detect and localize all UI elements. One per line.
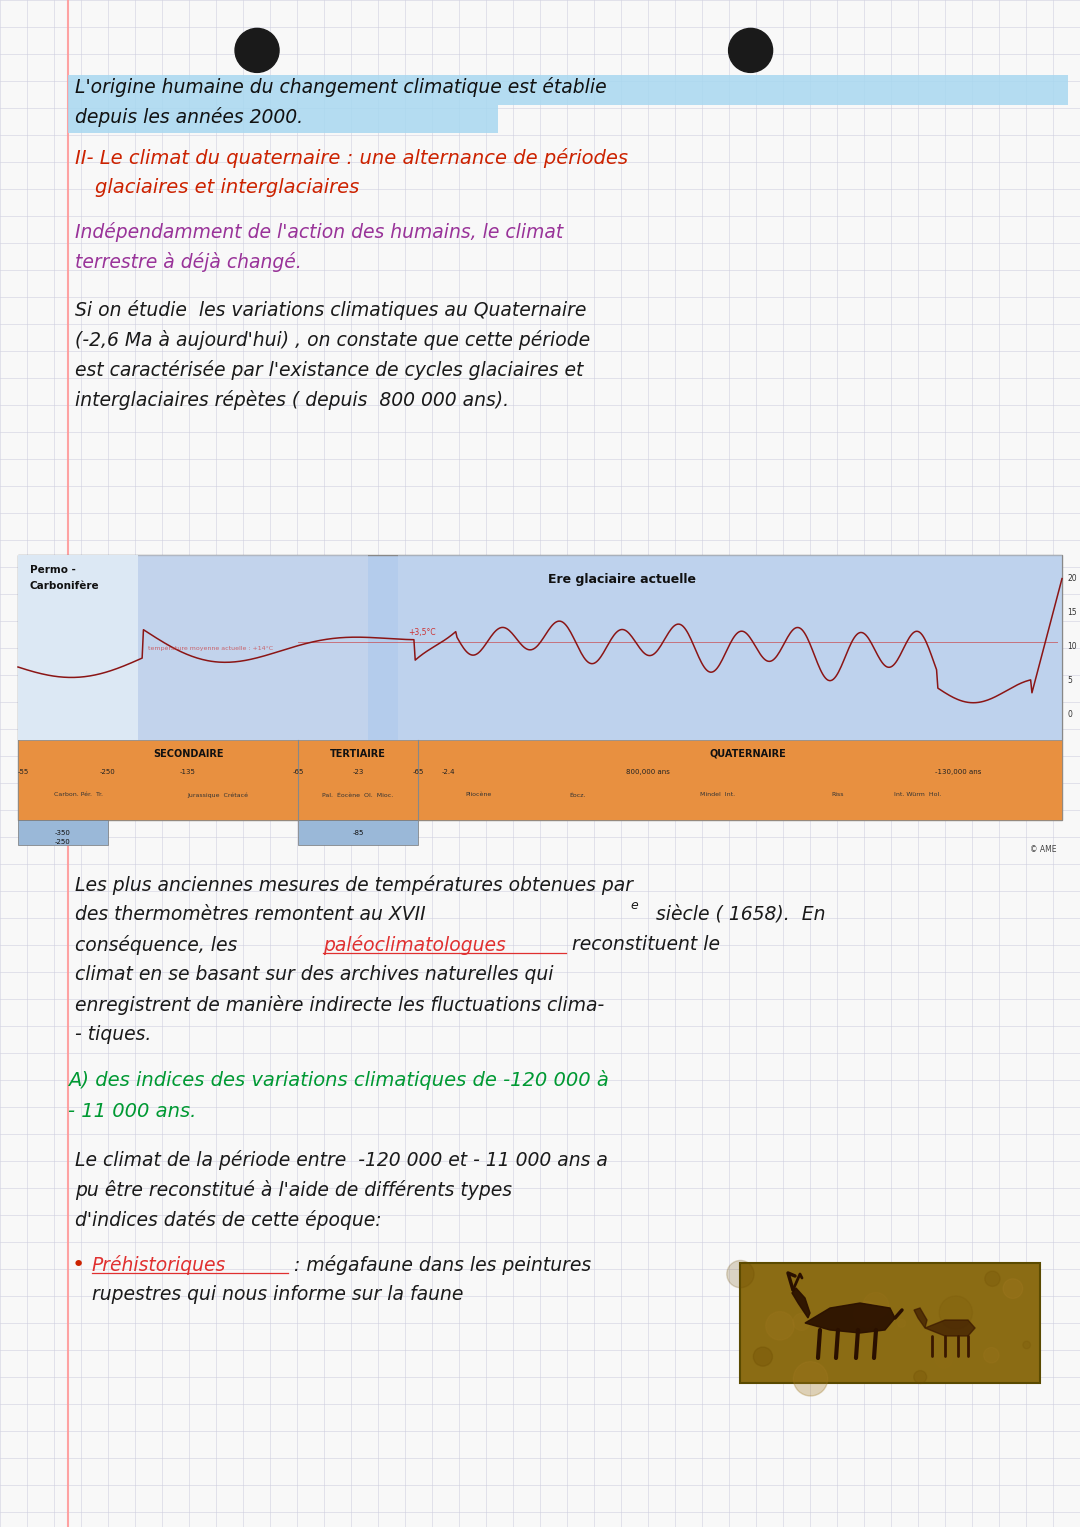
Text: conséquence, les: conséquence, les	[75, 935, 238, 954]
Text: siècle ( 1658).  En: siècle ( 1658). En	[650, 906, 825, 924]
Text: 10: 10	[1067, 641, 1077, 651]
Circle shape	[235, 29, 279, 72]
Circle shape	[1003, 1278, 1023, 1298]
Bar	[298, 820, 418, 844]
Polygon shape	[805, 1303, 895, 1333]
Circle shape	[766, 1312, 794, 1341]
Text: -250: -250	[100, 770, 116, 776]
Text: -85: -85	[352, 831, 364, 835]
Text: SECONDAIRE: SECONDAIRE	[152, 750, 224, 759]
Bar	[68, 105, 498, 133]
Circle shape	[794, 1362, 827, 1396]
Bar	[399, 554, 1062, 741]
Text: Préhistoriques: Préhistoriques	[92, 1255, 226, 1275]
Circle shape	[940, 1296, 972, 1328]
Text: A) des indices des variations climatiques de -120 000 à: A) des indices des variations climatique…	[68, 1070, 609, 1090]
Text: : mégafaune dans les peintures: : mégafaune dans les peintures	[288, 1255, 591, 1275]
Text: climat en se basant sur des archives naturelles qui: climat en se basant sur des archives nat…	[75, 965, 554, 983]
Text: e: e	[630, 899, 638, 912]
Text: - 11 000 ans.: - 11 000 ans.	[68, 1102, 197, 1121]
Bar	[740, 1263, 1040, 1383]
Text: Éocz.: Éocz.	[570, 793, 586, 797]
Text: glaciaires et interglaciaires: glaciaires et interglaciaires	[95, 179, 360, 197]
Text: des thermomètres remontent au XVII: des thermomètres remontent au XVII	[75, 906, 426, 924]
Text: Si on étudie  les variations climatiques au Quaternaire: Si on étudie les variations climatiques …	[75, 299, 586, 321]
Polygon shape	[924, 1319, 975, 1336]
Text: © AME: © AME	[1030, 846, 1057, 855]
Circle shape	[897, 1319, 906, 1327]
Text: -130,000 ans: -130,000 ans	[935, 770, 982, 776]
Circle shape	[914, 1371, 927, 1383]
Circle shape	[985, 1270, 1000, 1286]
Circle shape	[863, 1292, 889, 1318]
Text: -350: -350	[55, 831, 71, 835]
Text: Indépendamment de l'action des humains, le climat: Indépendamment de l'action des humains, …	[75, 221, 564, 241]
Text: -250: -250	[55, 838, 71, 844]
Text: température moyenne actuelle : +14°C: température moyenne actuelle : +14°C	[148, 646, 273, 651]
Text: -65: -65	[293, 770, 303, 776]
Text: Les plus anciennes mesures de températures obtenues par: Les plus anciennes mesures de températur…	[75, 875, 633, 895]
Bar	[18, 554, 138, 741]
Text: 5: 5	[1067, 676, 1071, 686]
Text: Carbon. Pér.  Tr.: Carbon. Pér. Tr.	[54, 793, 103, 797]
Text: Jurassique  Crétacé: Jurassique Crétacé	[188, 793, 248, 797]
Text: Int. Würm  Hol.: Int. Würm Hol.	[894, 793, 942, 797]
Circle shape	[854, 1301, 879, 1327]
Text: -65: -65	[413, 770, 423, 776]
Text: L'origine humaine du changement climatique est établie: L'origine humaine du changement climatiq…	[75, 76, 607, 98]
Circle shape	[754, 1347, 772, 1367]
Bar	[18, 820, 108, 844]
Circle shape	[793, 1313, 810, 1330]
Text: -23: -23	[352, 770, 364, 776]
Text: Le climat de la période entre  -120 000 et - 11 000 ans a: Le climat de la période entre -120 000 e…	[75, 1150, 608, 1170]
Text: QUATERNAIRE: QUATERNAIRE	[710, 750, 786, 759]
Text: Mindel  Int.: Mindel Int.	[701, 793, 735, 797]
Bar	[18, 741, 1062, 820]
Text: rupestres qui nous informe sur la faune: rupestres qui nous informe sur la faune	[92, 1286, 463, 1304]
Polygon shape	[792, 1287, 810, 1318]
Text: -55: -55	[17, 770, 29, 776]
Text: Permo -: Permo -	[30, 565, 76, 576]
Bar	[68, 75, 1068, 105]
Text: II- Le climat du quaternaire : une alternance de périodes: II- Le climat du quaternaire : une alter…	[75, 148, 627, 168]
Text: (-2,6 Ma à aujourd'hui) , on constate que cette période: (-2,6 Ma à aujourd'hui) , on constate qu…	[75, 330, 590, 350]
Polygon shape	[914, 1309, 927, 1328]
Text: enregistrent de manière indirecte les fluctuations clima-: enregistrent de manière indirecte les fl…	[75, 996, 604, 1015]
Bar	[138, 554, 368, 741]
Text: paléoclimatologues: paléoclimatologues	[323, 935, 505, 954]
Text: Carbonifère: Carbonifère	[30, 580, 99, 591]
Text: Pal.  Éocène  Ol.  Mioc.: Pal. Éocène Ol. Mioc.	[322, 793, 393, 797]
Text: Ere glaciaire actuelle: Ere glaciaire actuelle	[548, 573, 696, 586]
Circle shape	[935, 1351, 953, 1368]
Text: -135: -135	[180, 770, 195, 776]
Text: d'indices datés de cette époque:: d'indices datés de cette époque:	[75, 1209, 381, 1231]
Text: terrestre à déjà changé.: terrestre à déjà changé.	[75, 252, 301, 272]
Text: 15: 15	[1067, 608, 1077, 617]
Text: -2.4: -2.4	[442, 770, 455, 776]
Text: 800,000 ans: 800,000 ans	[626, 770, 670, 776]
Text: 20: 20	[1067, 574, 1077, 583]
Text: interglaciaires répètes ( depuis  800 000 ans).: interglaciaires répètes ( depuis 800 000…	[75, 389, 509, 411]
Text: reconstituent le: reconstituent le	[566, 935, 720, 954]
Circle shape	[1023, 1341, 1030, 1348]
Text: - tiques.: - tiques.	[75, 1025, 151, 1044]
Text: pu être reconstitué à l'aide de différents types: pu être reconstitué à l'aide de différen…	[75, 1180, 512, 1200]
Bar	[18, 554, 1062, 820]
Text: TERTIAIRE: TERTIAIRE	[330, 750, 386, 759]
Text: +3,5°C: +3,5°C	[408, 628, 435, 637]
Text: depuis les années 2000.: depuis les années 2000.	[75, 107, 303, 127]
Text: Pliocène: Pliocène	[464, 793, 491, 797]
Circle shape	[729, 29, 772, 72]
Text: Riss: Riss	[832, 793, 845, 797]
Circle shape	[727, 1260, 754, 1287]
Text: •: •	[72, 1255, 85, 1275]
Circle shape	[984, 1347, 999, 1364]
Text: est caractérisée par l'existance de cycles glaciaires et: est caractérisée par l'existance de cycl…	[75, 360, 583, 380]
Text: 0: 0	[1067, 710, 1071, 719]
